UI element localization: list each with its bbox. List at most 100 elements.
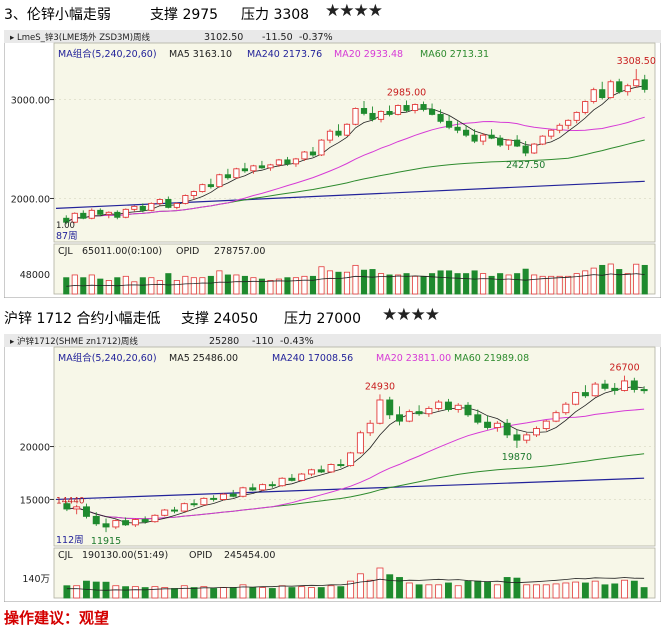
ma5-legend: MA5 3163.10 xyxy=(169,49,232,60)
y-tick-label: 15000 xyxy=(20,495,50,506)
candle-down xyxy=(484,421,492,428)
volume-bar xyxy=(173,280,180,295)
volume-bar xyxy=(446,270,453,295)
volume-bar xyxy=(582,270,589,295)
volume-bar xyxy=(505,274,512,295)
volume-bar xyxy=(241,275,248,295)
candle-down xyxy=(360,108,368,114)
ma20-line xyxy=(66,116,645,223)
candle-down xyxy=(165,199,172,208)
candle-down xyxy=(249,487,257,491)
candle-down xyxy=(403,105,410,111)
chart-title: ▸ LmeS_锌3(LME场外 ZSD3M)周线 xyxy=(10,32,151,43)
candle-down xyxy=(224,174,231,179)
candle-up xyxy=(562,403,570,414)
candle-down xyxy=(337,464,345,467)
candle-up xyxy=(552,412,560,422)
candle-down xyxy=(640,389,648,392)
volume-bar xyxy=(523,584,531,599)
chart1-rating-stars: ★★★★ xyxy=(325,1,383,21)
chart-title: ▸ 沪锌1712(SHME zn1712)周线 xyxy=(10,336,138,347)
candle-down xyxy=(229,493,237,497)
volume-bar xyxy=(533,584,540,599)
candle-up xyxy=(366,422,374,434)
chart-title-bar xyxy=(4,30,661,43)
candle-up xyxy=(326,130,334,141)
volume-bar xyxy=(542,584,550,599)
volume-bar xyxy=(394,274,402,295)
candle-down xyxy=(309,151,317,156)
volume-bar xyxy=(112,585,120,599)
volume-bar xyxy=(565,275,572,295)
candle-up xyxy=(556,124,563,131)
candle-up xyxy=(298,473,306,481)
period-label: 87周 xyxy=(56,231,78,242)
candle-up xyxy=(548,129,555,137)
ma5-line xyxy=(66,386,645,524)
candle-down xyxy=(445,120,453,128)
chart1-header: 3、伦锌小幅走弱 支撑 2975 压力 3308 ★★★★ xyxy=(0,0,665,26)
chart1-panel: ▸ LmeS_锌3(LME场外 ZSD3M)周线 3102.50 -11.50 -0.… xyxy=(4,30,661,298)
volume-bar xyxy=(165,273,172,295)
chart2-support: 支撑 24050 xyxy=(181,311,258,327)
volume-bar xyxy=(514,273,521,295)
volume-bar xyxy=(224,274,231,295)
volume-bar xyxy=(317,587,325,599)
volume-bar xyxy=(369,269,376,295)
candle-down xyxy=(80,212,87,219)
period-label: 112周 xyxy=(56,535,84,546)
candle-up xyxy=(565,119,572,126)
volume-bar xyxy=(616,269,623,295)
candle-down xyxy=(464,404,472,416)
candle-up xyxy=(539,135,546,145)
chart-title-bar xyxy=(4,334,661,347)
volume-value: 190130.00(51:49) xyxy=(82,550,168,561)
volume-bar xyxy=(122,586,130,599)
volume-bar xyxy=(88,274,95,295)
volume-bar xyxy=(239,584,247,599)
volume-bar xyxy=(180,585,188,599)
price-change-pct: -0.43% xyxy=(280,336,314,347)
volume-bar xyxy=(556,275,563,295)
candle-up xyxy=(131,519,139,526)
volume-bar xyxy=(454,585,462,599)
volume-tick-label: 140万 xyxy=(22,574,50,585)
candle-up xyxy=(523,434,531,441)
ma-group-label: MA组合(5,240,20,60) xyxy=(58,352,157,364)
candle-up xyxy=(435,401,443,409)
y-tick-label: 2000.00 xyxy=(11,194,50,205)
candle-down xyxy=(241,168,248,172)
volume-bar xyxy=(386,274,393,295)
candle-down xyxy=(122,520,130,526)
annotation-high1: 2985.00 xyxy=(387,88,426,99)
annotation-low0: 11915 xyxy=(91,536,121,547)
candle-up xyxy=(112,520,120,528)
chart2-resistance: 压力 27000 xyxy=(284,311,361,327)
volume-bar xyxy=(376,567,384,599)
volume-bar xyxy=(347,580,355,599)
volume-value: 65011.00(0:100) xyxy=(82,246,162,257)
volume-bar xyxy=(463,273,470,295)
candle-down xyxy=(190,503,198,506)
candle-down xyxy=(288,477,296,481)
price-change: -110 xyxy=(252,336,274,347)
volume-bar xyxy=(151,586,159,599)
candle-up xyxy=(356,432,364,454)
volume-bar xyxy=(318,266,325,295)
candle-up xyxy=(573,111,580,121)
volume-bar xyxy=(420,275,427,295)
volume-bar xyxy=(531,274,538,295)
candle-up xyxy=(411,104,419,111)
candle-down xyxy=(599,89,606,99)
candle-up xyxy=(275,159,283,166)
candle-up xyxy=(531,143,538,154)
ma-group-label: MA组合(5,240,20,60) xyxy=(58,48,157,60)
open-interest-line xyxy=(66,577,645,591)
candle-up xyxy=(624,85,631,93)
volume-bar xyxy=(562,582,570,599)
candle-up xyxy=(533,428,540,436)
candle-up xyxy=(318,139,325,156)
volume-title: CJL xyxy=(58,246,73,257)
volume-bar xyxy=(572,581,580,599)
ma20-legend: MA20 23811.00 xyxy=(376,353,451,364)
